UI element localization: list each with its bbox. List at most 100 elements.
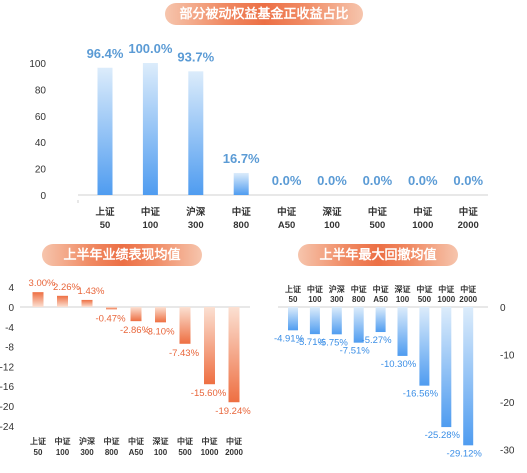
chart3-bar [441, 307, 452, 428]
chart3-value-label: -10.30% [381, 359, 417, 370]
chart3-category-label: 中证 [460, 284, 476, 294]
chart3-category-label: 100 [396, 295, 410, 304]
chart1-title: 部分被动权益基金正收益占比 [165, 3, 363, 25]
chart2-ytick: -4 [5, 323, 14, 334]
chart1-value-label: 0.0% [408, 173, 438, 188]
chart1-category-label: 中证 [413, 206, 433, 218]
chart3-category-label: 1000 [437, 295, 455, 304]
chart1-category-label: A50 [278, 220, 295, 231]
chart3-bar [375, 307, 386, 333]
chart3-title: 上半年最大回撤均值 [298, 244, 458, 266]
chart2-ytick: -16 [0, 382, 14, 393]
chart2-ytick: -12 [0, 362, 14, 373]
chart3-category-label: A50 [373, 295, 388, 304]
chart1-ytick: 0 [40, 191, 46, 202]
chart2-bar [155, 307, 166, 323]
chart3-category-label: 100 [308, 295, 322, 304]
chart2-category-label: 中证 [104, 436, 120, 446]
chart3-category-label: 上证 [285, 284, 301, 294]
chart1-category-label: 100 [324, 220, 340, 231]
chart1-ytick: 20 [35, 165, 47, 176]
chart3-bar [331, 307, 342, 335]
chart1-value-label: 0.0% [317, 173, 347, 188]
chart1-category-label: 上证 [95, 206, 115, 218]
chart3-category-label: 中证 [373, 284, 389, 294]
chart3-value-label: -5.27% [362, 335, 393, 346]
chart3-bar [419, 307, 430, 386]
chart2-bar [32, 292, 44, 307]
chart2-category-label: 中证 [55, 436, 71, 446]
chart1-bar [188, 71, 204, 195]
chart2-value-label: -3.10% [144, 326, 175, 337]
chart2-category-label: 800 [105, 448, 119, 457]
chart3-category-label: 中证 [351, 284, 367, 294]
chart1-value-label: 0.0% [453, 173, 483, 188]
chart1-ytick: 80 [35, 85, 47, 96]
chart2-category-label: 中证 [177, 436, 193, 446]
chart1-category-label: 50 [100, 220, 111, 231]
chart3-value-label: -7.51% [340, 346, 371, 357]
chart1-category-label: 500 [369, 220, 385, 231]
chart1-category-label: 中证 [277, 206, 297, 218]
chart2-value-label: 1.43% [78, 286, 105, 297]
chart2-category-label: 中证 [128, 436, 144, 446]
chart2-category-label: 1000 [201, 448, 219, 457]
chart2-category-label: 100 [154, 448, 168, 457]
chart3-ytick: -10 [500, 351, 515, 362]
chart1-ytick: 40 [35, 138, 47, 149]
chart1-category-label: 中证 [232, 206, 252, 218]
chart2-title: 上半年业绩表现均值 [42, 244, 202, 266]
chart1-value-label: 16.7% [223, 151, 260, 166]
chart3-bar [463, 307, 474, 446]
chart3-category-label: 深证 [395, 284, 411, 294]
chart1-category-label: 100 [142, 220, 158, 231]
chart2-ytick: -8 [5, 343, 14, 354]
chart3-category-label: 中证 [307, 284, 323, 294]
chart2-bar [106, 307, 117, 310]
chart2-value-label: 2.26% [53, 282, 80, 293]
chart1-value-label: 96.4% [87, 46, 124, 61]
chart2-value-label: -0.47% [95, 313, 126, 324]
chart1-category-label: 中证 [141, 206, 161, 218]
chart3-ytick: 0 [500, 303, 506, 314]
chart2-category-label: 500 [178, 448, 192, 457]
chart3-ytick: -30 [500, 446, 515, 457]
chart3-value-label: -29.12% [447, 448, 483, 459]
chart3-category-label: 中证 [438, 284, 454, 294]
chart1-ytick: 100 [29, 59, 46, 70]
chart3-category-label: 300 [330, 295, 344, 304]
chart1-category-label: 1000 [412, 220, 433, 231]
chart1-category-label: 中证 [459, 206, 479, 218]
chart2-bar [179, 307, 191, 344]
chart2-category-label: 上证 [30, 436, 46, 446]
chart3-category-label: 中证 [416, 284, 432, 294]
chart1-category-label: 2000 [458, 220, 479, 231]
chart2-value-label: -19.24% [215, 406, 251, 417]
chart3-bar [397, 307, 408, 356]
chart2-ytick: 4 [8, 283, 14, 294]
chart2-value-label: 3.00% [29, 278, 56, 289]
chart3-bar [353, 307, 364, 343]
chart3-value-label: -5.71% [296, 337, 327, 348]
chart1-ytick: 60 [35, 112, 47, 123]
chart1-category-label: 800 [233, 220, 249, 231]
chart3-value-label: -5.75% [318, 337, 349, 348]
chart1-category-label: 中证 [368, 206, 388, 218]
chart2-category-label: A50 [129, 448, 144, 457]
chart3-category-label: 2000 [459, 295, 477, 304]
chart2-category-label: 50 [34, 448, 43, 457]
chart1-category-label: 300 [188, 220, 204, 231]
chart3-value-label: -16.56% [403, 389, 439, 400]
chart3-value-label: -25.28% [425, 430, 461, 441]
chart2-category-label: 100 [56, 448, 70, 457]
chart3-ytick: -20 [500, 398, 515, 409]
chart3-category-label: 50 [289, 295, 298, 304]
chart2-ytick: -20 [0, 402, 14, 413]
chart1-value-label: 100.0% [128, 41, 173, 56]
chart2-category-label: 2000 [225, 448, 243, 457]
chart2-category-label: 中证 [202, 436, 218, 446]
chart3-category-label: 500 [418, 295, 432, 304]
chart3-value-label: -4.91% [274, 333, 305, 344]
chart1-value-label: 0.0% [272, 173, 302, 188]
